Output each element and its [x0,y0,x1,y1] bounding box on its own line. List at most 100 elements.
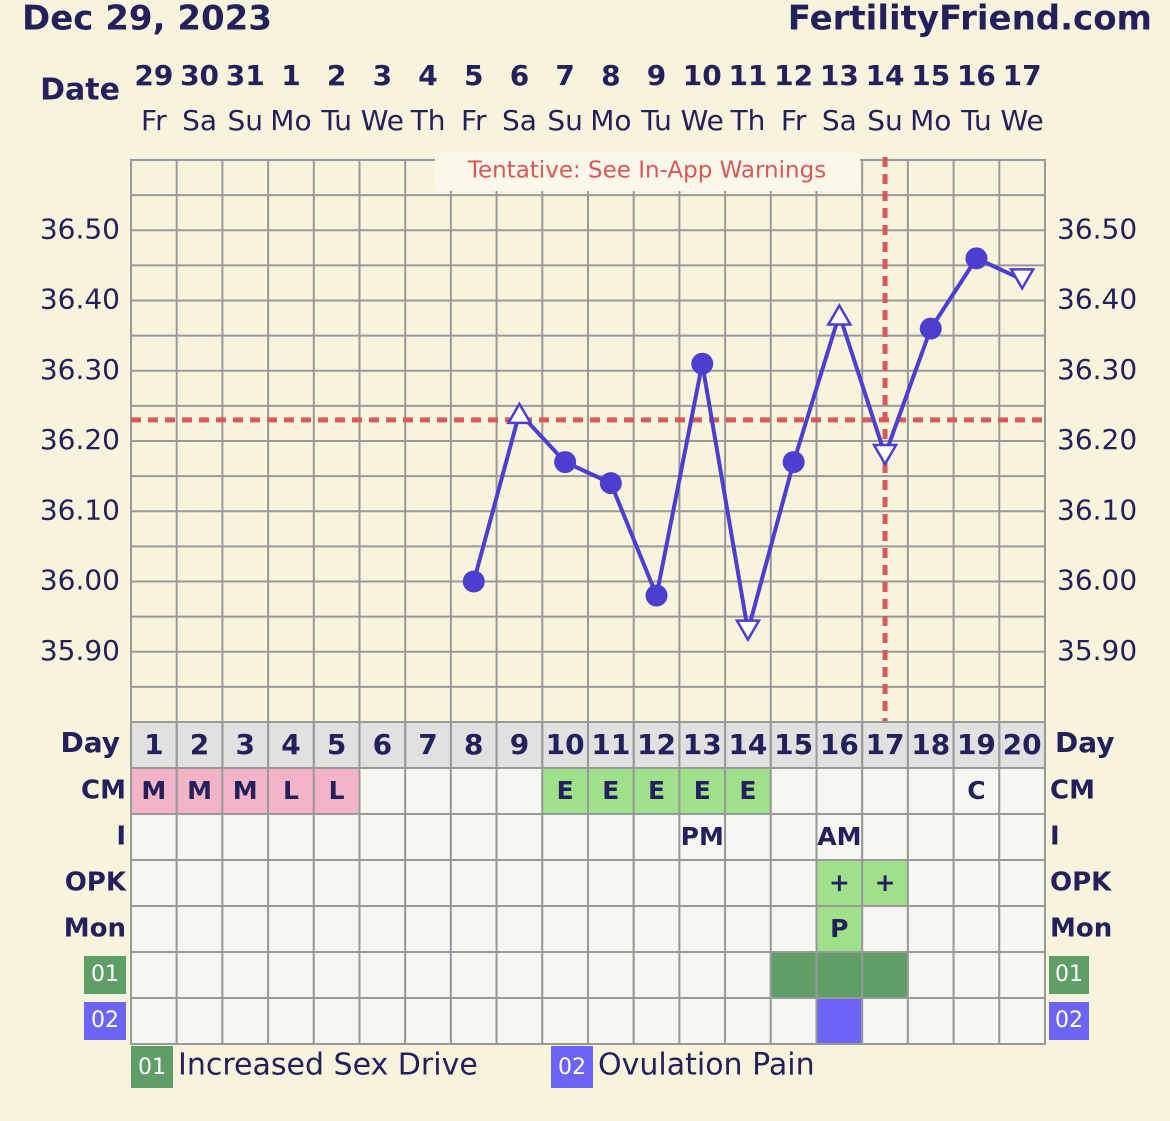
day-number: 7 [418,728,437,761]
date-label: 9 [647,59,666,92]
row-cell [678,859,727,907]
date-label: 2 [327,59,346,92]
day-number: 15 [774,728,813,761]
row-label: I [116,822,126,852]
day-number: 10 [546,728,585,761]
y-tick-label-right: 35.90 [1057,634,1137,667]
row-cell [175,767,224,815]
row-cell [952,997,1001,1045]
day-row-label: Day [60,726,120,759]
row-cell [449,905,498,953]
row-cell [678,767,727,815]
marker-dot [691,352,714,375]
day-number: 2 [190,728,209,761]
row-cell [221,859,270,907]
date-label: 6 [510,59,529,92]
chart-title: Dec 29, 2023 [22,0,272,39]
day-number: 12 [637,728,676,761]
marker-dot [645,584,668,607]
row-cell [130,905,178,953]
marker-dot [599,472,622,495]
row-cell [221,767,270,815]
row-cell [221,951,270,999]
row-cell [495,997,544,1045]
row-cell [312,813,361,861]
row-cell [998,813,1046,861]
row-cell [358,813,407,861]
row-cell [632,951,681,999]
day-number: 16 [820,728,859,761]
row-cell [587,767,635,815]
date-label: 31 [226,59,265,92]
row-cell [769,859,818,907]
day-number: 20 [1003,728,1042,761]
cell-text: PM [681,822,724,851]
date-label: 11 [728,59,767,92]
row-cell [495,859,544,907]
row-cell [861,997,909,1045]
marker-triangle-down [1008,268,1036,291]
weekday-label: Su [867,104,903,137]
marker-triangle-up [506,401,533,425]
row-cell [998,997,1046,1045]
y-tick-label-right: 36.00 [1057,564,1137,597]
row-cell [495,767,544,815]
weekday-label: We [1001,104,1044,137]
row-cell [221,997,270,1045]
row-cell [495,813,544,861]
row-cell [358,905,407,953]
row-badge [84,956,126,994]
marker-dot [554,451,577,474]
row-cell [541,813,589,861]
row-cell [449,813,498,861]
marker-dot [782,451,805,474]
weekday-label: Mo [270,104,311,137]
marker-dot [919,317,942,340]
row-badge [84,1002,126,1040]
row-cell [724,859,772,907]
cell-text: AM [817,822,861,851]
row-label: 01 [91,962,119,987]
row-label: Mon [64,914,126,944]
legend-code: 02 [558,1055,586,1080]
row-cell [312,859,361,907]
row-cell [541,997,589,1045]
row-cell [175,951,224,999]
legend-code: 01 [138,1055,166,1080]
day-number: 1 [144,728,163,761]
weekday-label: Fr [461,104,487,137]
site-name: FertilityFriend.com [788,0,1152,39]
y-tick-label: 36.30 [40,353,120,386]
row-cell [952,859,1001,907]
day-number: 17 [866,728,905,761]
row-cell [404,813,452,861]
row-label: CM [81,776,126,806]
cell-text: + [875,868,896,897]
row-cell [998,767,1046,815]
date-label: 7 [555,59,574,92]
row-cell [312,905,361,953]
date-label: 17 [1003,59,1042,92]
date-label: 8 [601,59,620,92]
row-label: 02 [91,1008,119,1033]
row-cell [632,905,681,953]
day-number: 4 [281,728,300,761]
row-cell [358,951,407,999]
weekday-label: Tu [640,104,672,137]
row-cell [312,951,361,999]
row-cell [175,859,224,907]
weekday-label: Mo [590,104,631,137]
weekday-label: Sa [182,104,217,137]
row-cell [587,859,635,907]
row-cell [267,951,315,999]
weekday-label: Th [730,104,766,137]
y-tick-label: 36.50 [40,212,120,245]
row-cell [358,767,407,815]
date-label: 3 [373,59,392,92]
cell-text: E [694,776,711,805]
row-cell [815,997,864,1045]
row-cell [404,859,452,907]
legend-label: Increased Sex Drive [178,1048,478,1083]
row-cell [267,813,315,861]
